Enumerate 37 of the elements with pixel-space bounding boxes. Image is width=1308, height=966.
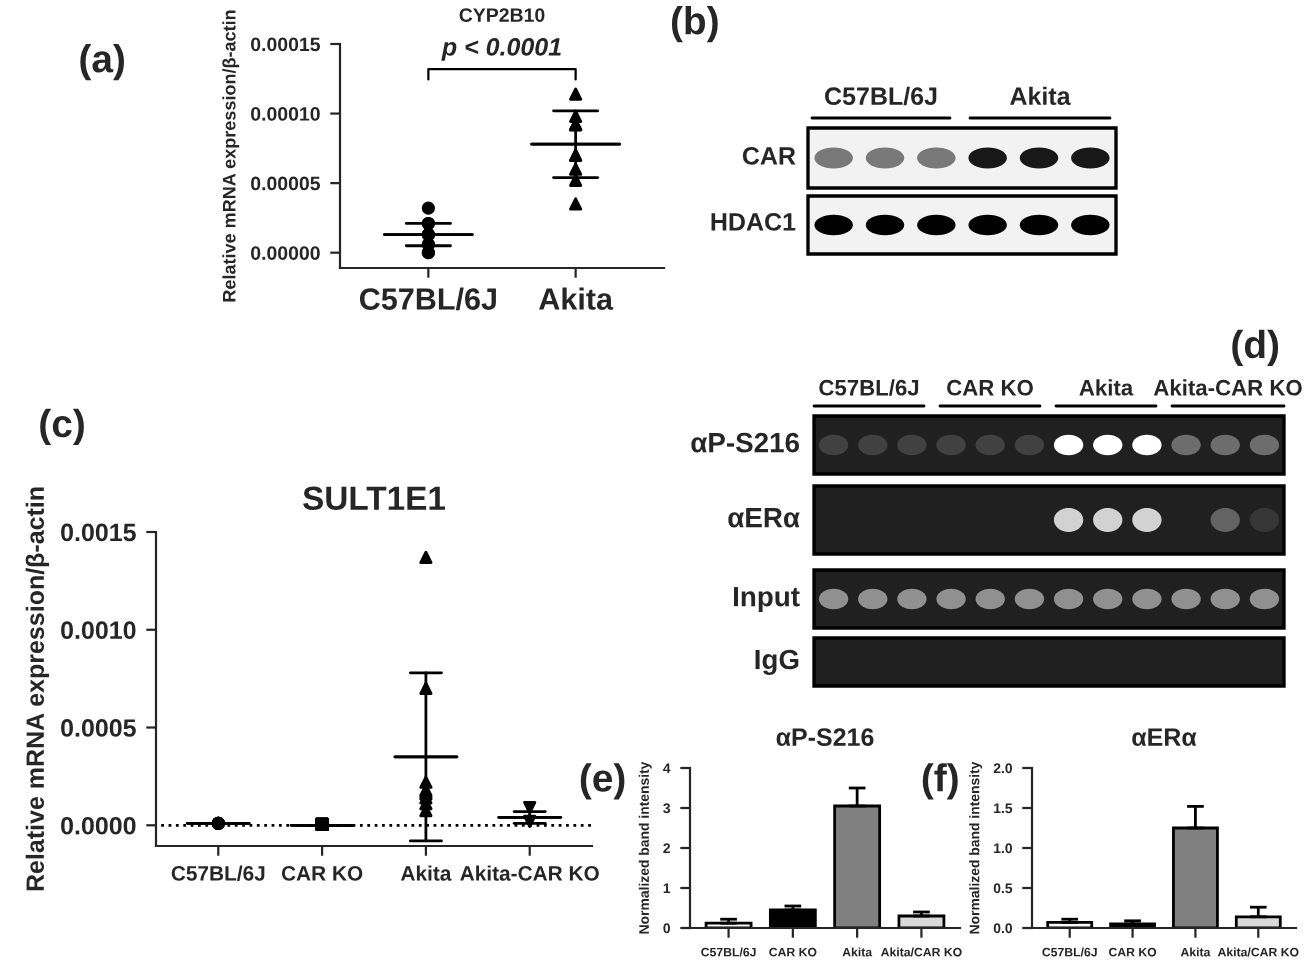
text: Akita-CAR KO — [1153, 379, 1302, 396]
text: αERα — [728, 508, 800, 528]
chart-title: αERα — [1132, 728, 1197, 747]
x-tick-label: C57BL/6J — [171, 865, 265, 881]
text: HDAC1 — [711, 213, 796, 231]
text: (b) — [671, 6, 718, 43]
annotation: p < 0.0001 — [441, 38, 561, 61]
y-tick-label: 0.00000 — [251, 246, 320, 260]
text: αP-S216 — [691, 432, 799, 453]
text: (d) — [1232, 329, 1279, 366]
text: C57BL/6J — [825, 86, 937, 106]
text: Input — [733, 587, 800, 612]
chart-title: αP-S216 — [776, 728, 874, 747]
y-axis-title: Relative mRNA expression/β-actin — [25, 487, 49, 891]
annotation: (f) — [922, 763, 958, 800]
annotation: (e) — [580, 763, 625, 800]
text: CAR KO — [947, 379, 1033, 396]
text: IgG — [755, 649, 799, 675]
text: (c) — [40, 408, 84, 446]
text: Akita — [1079, 379, 1134, 396]
y-tick-label: 0.0000 — [61, 816, 136, 835]
y-tick-label: 0.0015 — [61, 523, 136, 542]
y-tick-label: 0.00015 — [251, 37, 321, 52]
text: C57BL/6J — [819, 379, 919, 396]
x-tick-label: Akita — [400, 865, 452, 881]
text: Akita — [1010, 86, 1071, 106]
y-tick-label: 0.0010 — [61, 621, 136, 640]
chart-title: SULT1E1 — [303, 486, 446, 511]
text: CAR — [742, 147, 796, 165]
y-tick-label: 0.00010 — [251, 107, 320, 121]
y-axis-title: Relative mRNA expression/β-actin — [222, 10, 240, 302]
chart-title: CYP2B10 — [459, 8, 545, 22]
y-tick-label: 0.00005 — [251, 176, 321, 191]
y-tick-label: 0.0005 — [61, 719, 136, 737]
x-tick-label: CAR KO — [281, 865, 363, 881]
text: (a) — [80, 44, 124, 81]
x-tick-label: Akita-CAR KO — [460, 865, 599, 881]
